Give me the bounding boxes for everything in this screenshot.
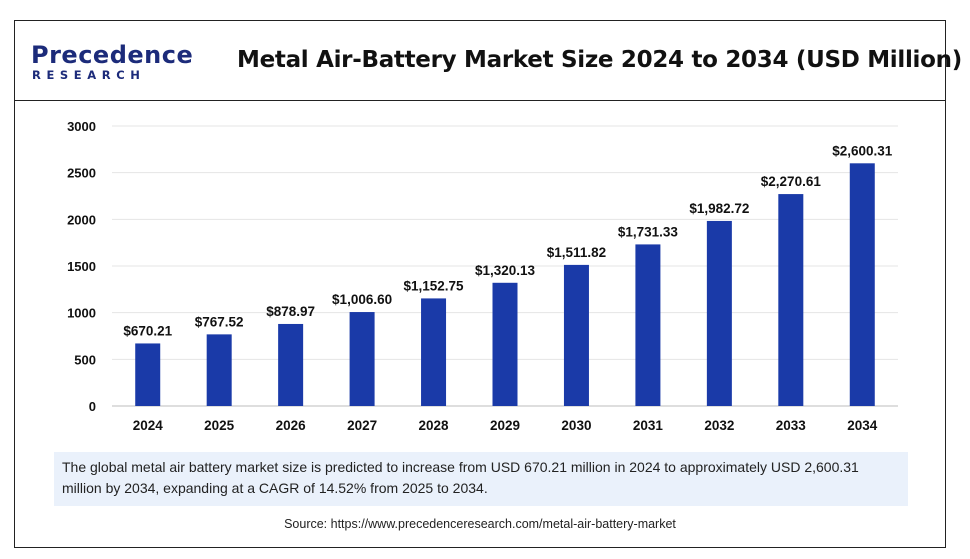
data-label: $2,600.31 [832,143,893,158]
bar [492,282,518,406]
bar [278,323,304,406]
bar [135,343,161,406]
x-tick-label: 2033 [776,418,807,433]
bar [778,194,804,406]
x-tick-label: 2024 [133,418,164,433]
bar-chart: 0 500 1000 1500 2000 2500 3000 $670.21 2024 $767.… [67,119,898,433]
y-tick-label: 3000 [67,119,96,134]
data-label: $1,320.13 [475,263,536,278]
x-tick-label: 2027 [347,418,377,433]
brand-logo: Precedence RESEARCH [31,41,193,85]
data-label: $670.21 [123,323,172,338]
y-tick-label: 1000 [67,306,96,321]
data-label: $1,731.33 [618,224,679,239]
data-label: $2,270.61 [761,174,822,189]
data-label: $878.97 [266,304,315,319]
logo-subtitle: RESEARCH [32,68,146,82]
y-tick-label: 0 [89,399,96,414]
bar [421,298,447,406]
logo-wordmark: Precedence [31,41,194,69]
x-tick-label: 2030 [561,418,591,433]
data-label: $767.52 [195,314,244,329]
y-tick-label: 2000 [67,212,96,227]
bar [706,220,732,406]
bar [849,163,875,406]
x-tick-label: 2034 [847,418,878,433]
data-label: $1,982.72 [689,201,749,216]
chart-title: Metal Air-Battery Market Size 2024 to 20… [237,47,962,73]
y-tick-label: 1500 [67,259,96,274]
data-label: $1,511.82 [547,245,606,260]
data-label: $1,006.60 [332,292,392,307]
data-label: $1,152.75 [404,278,465,293]
bar [635,244,661,406]
x-tick-label: 2028 [419,418,450,433]
summary-text: The global metal air battery market size… [54,452,908,506]
header: Precedence RESEARCH Metal Air-Battery Ma… [15,21,962,101]
x-tick-label: 2032 [704,418,734,433]
x-tick-label: 2031 [633,418,664,433]
bar [349,312,375,406]
source-text: Source: https://www.precedenceresearch.c… [284,517,676,531]
x-tick-label: 2026 [276,418,307,433]
y-tick-label: 500 [74,352,96,367]
bar [563,264,589,406]
x-tick-label: 2029 [490,418,520,433]
bar [206,334,232,406]
x-tick-label: 2025 [204,418,235,433]
y-tick-label: 2500 [67,166,96,181]
